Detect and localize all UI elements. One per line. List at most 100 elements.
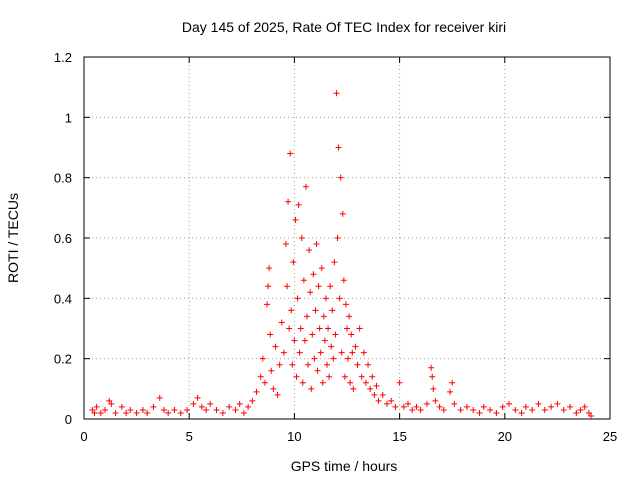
data-point [350, 385, 357, 392]
x-tick-label: 0 [80, 429, 87, 444]
data-point [506, 400, 513, 407]
data-point [253, 388, 260, 395]
data-point [184, 406, 191, 413]
data-point [318, 265, 325, 272]
data-point [288, 307, 295, 314]
data-point [292, 216, 299, 223]
data-point [457, 406, 464, 413]
data-point [383, 400, 390, 407]
data-point [332, 331, 339, 338]
data-point [430, 385, 437, 392]
data-point [306, 247, 313, 254]
data-point [298, 235, 305, 241]
data-point [417, 406, 424, 413]
data-point [352, 343, 359, 350]
data-point [541, 406, 548, 413]
data-point [339, 210, 346, 217]
data-point [274, 391, 281, 398]
data-point [333, 90, 340, 97]
data-point [463, 403, 470, 410]
data-point [291, 337, 298, 344]
data-point [480, 403, 487, 410]
data-point [300, 277, 307, 284]
data-point [375, 397, 382, 404]
data-point [272, 343, 279, 350]
data-point [371, 391, 378, 398]
data-point [108, 400, 115, 407]
data-point [449, 379, 456, 386]
data-point [567, 403, 574, 410]
data-point [190, 400, 197, 407]
data-point [326, 373, 333, 380]
data-point [295, 201, 302, 208]
data-point [266, 265, 273, 272]
data-point [369, 373, 376, 380]
data-point [336, 295, 343, 302]
data-point [91, 409, 98, 416]
data-point [106, 397, 113, 404]
data-point [338, 349, 345, 356]
data-point [245, 403, 252, 410]
data-point [470, 406, 477, 413]
x-tick-label: 20 [498, 429, 512, 444]
y-tick-label: 1.2 [54, 50, 72, 65]
data-point [118, 403, 125, 410]
data-point [309, 331, 316, 338]
data-point [133, 409, 140, 416]
data-point [432, 397, 439, 404]
data-point [512, 406, 519, 413]
data-point [286, 325, 293, 332]
data-point [198, 403, 205, 410]
data-point [428, 364, 435, 371]
data-point [342, 301, 349, 308]
data-point [312, 307, 319, 314]
data-point [276, 361, 283, 368]
data-point [207, 400, 214, 407]
y-tick-label: 0.4 [54, 291, 72, 306]
data-point [329, 307, 336, 314]
data-point [367, 385, 374, 392]
data-point [156, 394, 163, 401]
data-point [284, 283, 291, 290]
data-point [213, 406, 220, 413]
data-point [265, 283, 272, 290]
data-point [588, 412, 595, 419]
data-point [289, 361, 296, 368]
data-point [560, 406, 567, 413]
data-point [365, 361, 372, 368]
data-point [330, 355, 337, 362]
data-point [294, 295, 301, 302]
data-point [585, 409, 592, 416]
data-point [405, 400, 412, 407]
data-point [324, 361, 331, 368]
x-tick-label: 15 [392, 429, 406, 444]
x-tick-label: 25 [603, 429, 617, 444]
data-point [320, 313, 327, 320]
data-point [577, 406, 584, 413]
data-point [299, 379, 306, 386]
data-point [581, 403, 588, 410]
data-point [358, 373, 365, 380]
data-point [270, 385, 277, 392]
x-axis-title: GPS time / hours [291, 458, 398, 474]
data-point [249, 397, 256, 404]
data-point [349, 349, 356, 356]
data-point [301, 337, 308, 344]
data-point [360, 349, 367, 356]
data-point [194, 394, 201, 401]
data-point [451, 400, 458, 407]
data-point [348, 331, 355, 338]
data-point [321, 337, 328, 344]
data-point [315, 283, 322, 290]
data-point [322, 295, 329, 302]
x-tick-label: 5 [186, 429, 193, 444]
data-point [282, 241, 289, 248]
y-axis-title: ROTI / TECUs [5, 193, 21, 283]
data-point [160, 406, 167, 413]
data-point [203, 406, 210, 413]
data-point [313, 241, 320, 248]
data-point [340, 277, 347, 284]
data-point [123, 409, 130, 416]
data-point [259, 355, 266, 362]
